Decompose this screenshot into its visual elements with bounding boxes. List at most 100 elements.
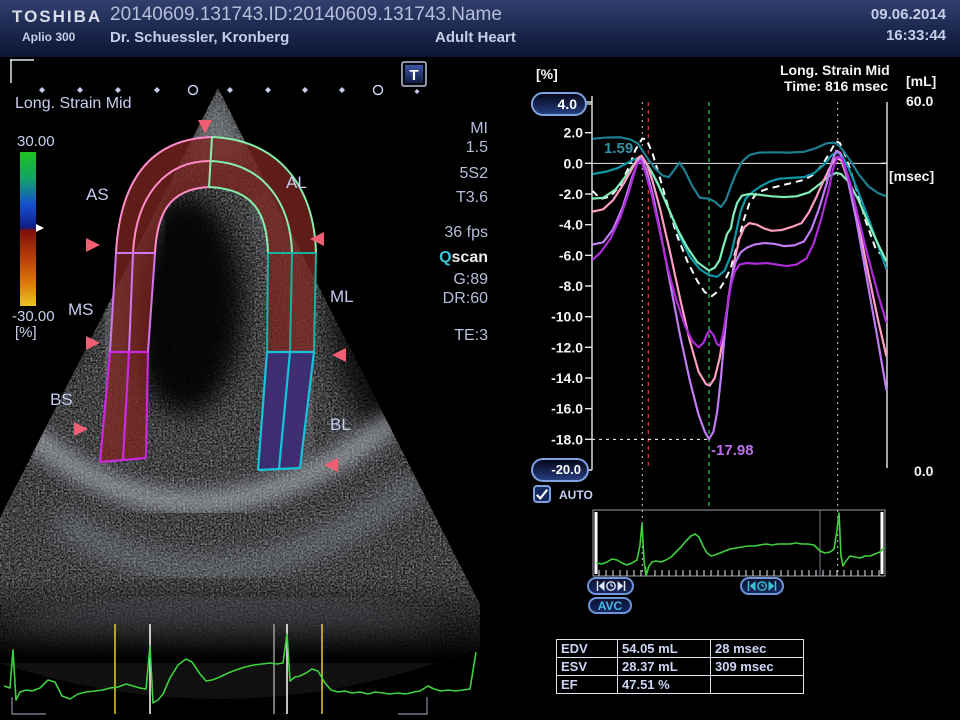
edv-value: 54.05 mL: [617, 639, 711, 658]
y-axis-unit: [%]: [536, 66, 558, 82]
strain-roi-overlay[interactable]: [98, 136, 317, 472]
probe-label: 5S2: [459, 165, 488, 182]
focus-circle-icon: [187, 84, 199, 96]
right-arrow-icon: [310, 232, 324, 246]
svg-text:T: T: [409, 67, 418, 84]
ef-label: EF: [556, 675, 618, 694]
exam-preset: Adult Heart: [435, 29, 516, 46]
volume-axis-unit: [mL]: [906, 73, 937, 89]
physician-name: Dr. Schuessler, Kronberg: [110, 29, 290, 46]
check-icon: [535, 488, 549, 501]
exam-time: 16:33:44: [885, 27, 946, 44]
cine-loop-button-mid[interactable]: [740, 577, 784, 595]
ecg-trace-left: [3, 624, 477, 714]
chart-title: Long. Strain Mid: [780, 62, 890, 78]
gain-value: G:89: [453, 271, 488, 288]
segment-al-outline: [208, 136, 317, 254]
cine-loop-button-left[interactable]: [587, 577, 634, 595]
scale-top-button[interactable]: 4.0: [531, 92, 587, 116]
thermal-index: T3.6: [455, 189, 488, 206]
edv-label: EDV: [556, 639, 618, 658]
measurement-table: EDV 54.05 mL 28 msec ESV 28.37 mL 309 ms…: [556, 639, 804, 694]
volume-axis-max: 60.0: [906, 93, 934, 109]
segment-ml-outline: [266, 252, 317, 353]
segment-arrow-markers: [74, 120, 346, 472]
esv-label: ESV: [556, 657, 618, 676]
svg-text:-14.0: -14.0: [551, 370, 583, 386]
colorbar-max-label: 30.00: [17, 133, 55, 150]
x-axis-unit: [msec]: [889, 168, 935, 184]
left-arrow-icon: [86, 336, 100, 350]
cine-clock-icon: [596, 580, 625, 592]
patient-id: 20140609.131743.ID:20140609.131743.Name: [110, 4, 502, 25]
dynamic-range: DR:60: [442, 290, 488, 307]
qscan-rest: scan: [451, 249, 488, 266]
ecg-range-brackets: [11, 697, 428, 715]
edv-time: 28 msec: [710, 639, 804, 658]
right-arrow-icon: [324, 458, 338, 472]
segment-label-as: AS: [86, 185, 109, 204]
colorbar-marker-icon: [36, 224, 44, 232]
roi-bl-fill: [258, 352, 314, 470]
mi-label: MI: [470, 120, 488, 137]
header-bar: TOSHIBA Aplio 300 20140609.131743.ID:201…: [0, 0, 960, 59]
exam-date: 09.06.2014: [870, 6, 946, 23]
chart-time-label: Time: 816 msec: [783, 78, 888, 94]
segment-label-bs: BS: [50, 390, 73, 409]
table-row: EDV 54.05 mL 28 msec: [556, 639, 804, 658]
image-corner-mark: [10, 59, 34, 83]
svg-text:2.0: 2.0: [564, 125, 584, 141]
auto-scale-checkbox[interactable]: [533, 485, 551, 503]
segment-as-outline: [115, 136, 213, 254]
segment-bs-outline: [98, 350, 150, 464]
segment-label-ms: MS: [68, 300, 94, 319]
svg-text:-12.0: -12.0: [551, 339, 583, 355]
toshiba-logo: TOSHIBA: [12, 7, 103, 26]
left-arrow-icon: [86, 238, 100, 252]
strain-colorbar: [20, 152, 36, 306]
table-row: EF 47.51 %: [556, 675, 804, 694]
esv-time: 309 msec: [710, 657, 804, 676]
ef-time: [710, 675, 804, 694]
focus-circle-icon: [372, 84, 384, 96]
segment-label-ml: ML: [330, 287, 354, 306]
table-row: ESV 28.37 mL 309 msec: [556, 657, 804, 676]
te-value: TE:3: [454, 327, 488, 344]
colorbar-unit-label: [%]: [15, 324, 37, 341]
mi-value: 1.5: [465, 139, 488, 156]
svg-text:-17.98: -17.98: [711, 442, 754, 459]
ultrasound-image: T Long. Strain Mid 30.00 -30.00 [%] AS A…: [0, 59, 480, 715]
esv-value: 28.37 mL: [617, 657, 711, 676]
qscan-label: Qscan: [439, 249, 488, 267]
apex-arrow-icon: [198, 120, 212, 134]
left-arrow-icon: [74, 422, 88, 436]
scale-bottom-button[interactable]: -20.0: [531, 458, 589, 482]
svg-text:-8.0: -8.0: [559, 278, 583, 294]
roi-band-fill: [100, 137, 316, 470]
svg-text:-6.0: -6.0: [559, 247, 583, 263]
svg-text:1.59: 1.59: [604, 140, 633, 157]
ef-value: 47.51 %: [617, 675, 711, 694]
ecg-trace-right: [592, 509, 886, 577]
auto-scale-label: AUTO: [559, 488, 593, 502]
volume-axis-min: 0.0: [914, 463, 934, 479]
frame-rate: 36 fps: [444, 224, 488, 241]
strain-chart: 2.0 0.0 -2.0 -4.0 -6.0 -8.0 -10.0 -12.0 -14.0 -16…: [551, 96, 888, 577]
qscan-q: Q: [439, 249, 452, 266]
svg-text:-16.0: -16.0: [551, 401, 583, 417]
svg-text:-10.0: -10.0: [551, 309, 583, 325]
strain-curves-area: 2.0 0.0 -2.0 -4.0 -6.0 -8.0 -10.0 -12.0 -14.0 -16…: [551, 96, 888, 576]
svg-text:-2.0: -2.0: [559, 186, 583, 202]
colorbar-min-label: -30.00: [12, 308, 55, 325]
avc-button[interactable]: AVC: [588, 597, 632, 614]
image-mode-title: Long. Strain Mid: [15, 95, 132, 112]
right-arrow-icon: [332, 348, 346, 362]
segment-ms-outline: [109, 252, 156, 353]
probe-orientation-icon[interactable]: T: [401, 61, 427, 87]
svg-text:0.0: 0.0: [564, 155, 584, 171]
segment-label-bl: BL: [330, 415, 351, 434]
svg-text:-18.0: -18.0: [551, 431, 583, 447]
svg-text:-4.0: -4.0: [559, 217, 583, 233]
focus-markers: [39, 84, 420, 96]
